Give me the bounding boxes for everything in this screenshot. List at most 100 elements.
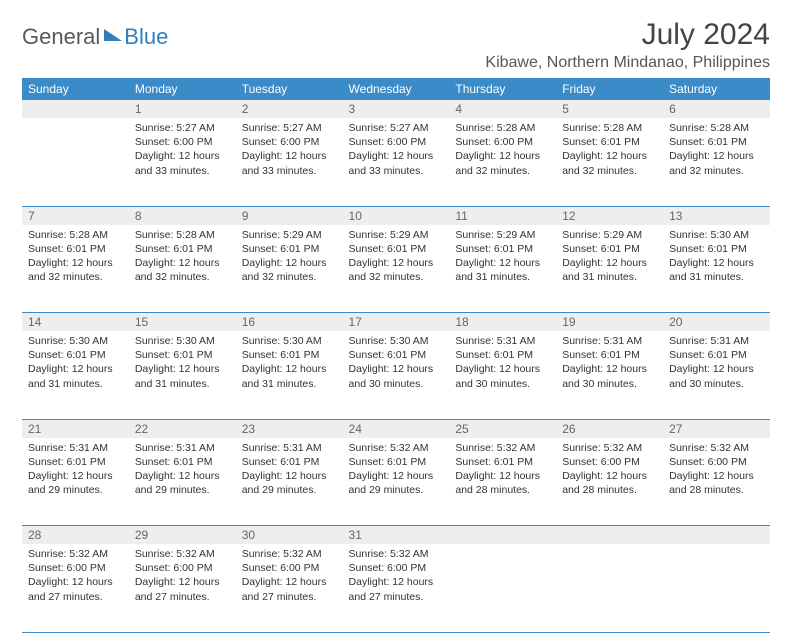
day-detail-line: Daylight: 12 hours (349, 362, 444, 376)
day-detail-line: Sunset: 6:00 PM (28, 561, 123, 575)
day-detail-line: Daylight: 12 hours (242, 469, 337, 483)
day-cell: Sunrise: 5:32 AMSunset: 6:00 PMDaylight:… (129, 544, 236, 632)
title-block: July 2024 Kibawe, Northern Mindanao, Phi… (485, 18, 770, 72)
day-detail-line: Daylight: 12 hours (562, 362, 657, 376)
day-number-cell: 20 (663, 313, 770, 332)
day-cell: Sunrise: 5:30 AMSunset: 6:01 PMDaylight:… (236, 331, 343, 419)
day-detail-line: Daylight: 12 hours (242, 149, 337, 163)
day-cell-body: Sunrise: 5:29 AMSunset: 6:01 PMDaylight:… (449, 225, 556, 291)
day-number-cell: 16 (236, 313, 343, 332)
day-cell-body: Sunrise: 5:32 AMSunset: 6:00 PMDaylight:… (129, 544, 236, 610)
day-detail-line: Sunrise: 5:31 AM (242, 441, 337, 455)
day-detail-line: Sunrise: 5:32 AM (242, 547, 337, 561)
day-cell: Sunrise: 5:28 AMSunset: 6:01 PMDaylight:… (22, 225, 129, 313)
week-row: Sunrise: 5:27 AMSunset: 6:00 PMDaylight:… (22, 118, 770, 206)
day-detail-line: Sunset: 6:01 PM (455, 348, 550, 362)
day-detail-line: and 28 minutes. (669, 483, 764, 497)
day-detail-line: Daylight: 12 hours (28, 362, 123, 376)
day-detail-line: Sunset: 6:01 PM (562, 348, 657, 362)
day-detail-line: Sunset: 6:01 PM (28, 348, 123, 362)
day-number-cell: 18 (449, 313, 556, 332)
day-cell (449, 544, 556, 632)
day-number-cell: 29 (129, 526, 236, 545)
day-detail-line: Sunrise: 5:28 AM (455, 121, 550, 135)
day-detail-line: and 27 minutes. (349, 590, 444, 604)
day-number-cell: 22 (129, 419, 236, 438)
day-detail-line: and 32 minutes. (455, 164, 550, 178)
day-number-cell: 27 (663, 419, 770, 438)
day-detail-line: Daylight: 12 hours (562, 469, 657, 483)
day-detail-line: Sunset: 6:00 PM (135, 135, 230, 149)
day-detail-line: Sunrise: 5:32 AM (562, 441, 657, 455)
day-detail-line: and 32 minutes. (28, 270, 123, 284)
day-detail-line: Sunrise: 5:29 AM (562, 228, 657, 242)
col-saturday: Saturday (663, 78, 770, 100)
day-detail-line: Sunrise: 5:32 AM (28, 547, 123, 561)
day-detail-line: Daylight: 12 hours (242, 575, 337, 589)
day-detail-line: Daylight: 12 hours (455, 256, 550, 270)
day-detail-line: and 32 minutes. (562, 164, 657, 178)
day-detail-line: Sunset: 6:01 PM (669, 135, 764, 149)
day-cell-body: Sunrise: 5:27 AMSunset: 6:00 PMDaylight:… (129, 118, 236, 184)
day-cell-body: Sunrise: 5:32 AMSunset: 6:01 PMDaylight:… (343, 438, 450, 504)
day-number-cell: 13 (663, 206, 770, 225)
day-detail-line: and 33 minutes. (242, 164, 337, 178)
day-detail-line: and 30 minutes. (562, 377, 657, 391)
day-detail-line: and 30 minutes. (669, 377, 764, 391)
week-row: Sunrise: 5:32 AMSunset: 6:00 PMDaylight:… (22, 544, 770, 632)
day-number-cell: 28 (22, 526, 129, 545)
day-number-cell: 10 (343, 206, 450, 225)
day-detail-line: Daylight: 12 hours (28, 256, 123, 270)
day-cell (556, 544, 663, 632)
day-number-cell: 26 (556, 419, 663, 438)
week-row: Sunrise: 5:30 AMSunset: 6:01 PMDaylight:… (22, 331, 770, 419)
day-number-cell: 12 (556, 206, 663, 225)
day-detail-line: Sunrise: 5:32 AM (135, 547, 230, 561)
calendar-header-row: Sunday Monday Tuesday Wednesday Thursday… (22, 78, 770, 100)
day-cell: Sunrise: 5:27 AMSunset: 6:00 PMDaylight:… (343, 118, 450, 206)
day-cell: Sunrise: 5:27 AMSunset: 6:00 PMDaylight:… (236, 118, 343, 206)
day-detail-line: Sunrise: 5:30 AM (135, 334, 230, 348)
day-detail-line: Sunset: 6:01 PM (242, 348, 337, 362)
day-detail-line: and 27 minutes. (28, 590, 123, 604)
day-cell-body: Sunrise: 5:30 AMSunset: 6:01 PMDaylight:… (343, 331, 450, 397)
page-title: July 2024 (485, 18, 770, 52)
day-detail-line: Sunset: 6:00 PM (455, 135, 550, 149)
day-cell-body: Sunrise: 5:29 AMSunset: 6:01 PMDaylight:… (236, 225, 343, 291)
day-cell-body: Sunrise: 5:29 AMSunset: 6:01 PMDaylight:… (343, 225, 450, 291)
day-number-cell: 21 (22, 419, 129, 438)
day-number-cell: 11 (449, 206, 556, 225)
day-detail-line: Daylight: 12 hours (135, 362, 230, 376)
day-detail-line: Sunrise: 5:28 AM (135, 228, 230, 242)
day-detail-line: and 30 minutes. (349, 377, 444, 391)
day-cell: Sunrise: 5:30 AMSunset: 6:01 PMDaylight:… (22, 331, 129, 419)
day-detail-line: and 27 minutes. (135, 590, 230, 604)
day-detail-line: Sunrise: 5:30 AM (349, 334, 444, 348)
day-detail-line: Sunset: 6:00 PM (349, 561, 444, 575)
day-cell: Sunrise: 5:29 AMSunset: 6:01 PMDaylight:… (343, 225, 450, 313)
logo: General Blue (22, 24, 168, 50)
day-cell-body: Sunrise: 5:27 AMSunset: 6:00 PMDaylight:… (236, 118, 343, 184)
col-monday: Monday (129, 78, 236, 100)
day-detail-line: and 28 minutes. (455, 483, 550, 497)
day-cell-body: Sunrise: 5:30 AMSunset: 6:01 PMDaylight:… (663, 225, 770, 291)
day-number-cell: 1 (129, 100, 236, 118)
day-detail-line: Daylight: 12 hours (562, 256, 657, 270)
day-detail-line: Sunset: 6:01 PM (455, 455, 550, 469)
day-cell-body: Sunrise: 5:32 AMSunset: 6:00 PMDaylight:… (556, 438, 663, 504)
day-detail-line: Daylight: 12 hours (455, 469, 550, 483)
day-cell: Sunrise: 5:28 AMSunset: 6:01 PMDaylight:… (663, 118, 770, 206)
day-cell-body: Sunrise: 5:29 AMSunset: 6:01 PMDaylight:… (556, 225, 663, 291)
day-detail-line: and 27 minutes. (242, 590, 337, 604)
day-detail-line: Sunrise: 5:30 AM (669, 228, 764, 242)
day-cell: Sunrise: 5:32 AMSunset: 6:00 PMDaylight:… (236, 544, 343, 632)
day-detail-line: Sunset: 6:00 PM (562, 455, 657, 469)
day-number-cell: 3 (343, 100, 450, 118)
day-detail-line: Sunrise: 5:31 AM (455, 334, 550, 348)
day-detail-line: Daylight: 12 hours (28, 469, 123, 483)
day-detail-line: Daylight: 12 hours (242, 256, 337, 270)
day-number-cell: 5 (556, 100, 663, 118)
day-cell-body (663, 544, 770, 553)
week-row: Sunrise: 5:28 AMSunset: 6:01 PMDaylight:… (22, 225, 770, 313)
day-number-row: 21222324252627 (22, 419, 770, 438)
